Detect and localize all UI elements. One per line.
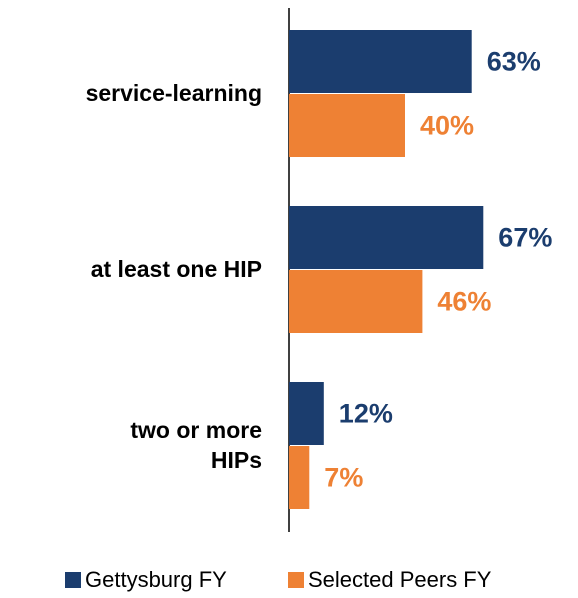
legend-swatch <box>288 572 304 588</box>
bar <box>289 382 324 445</box>
value-label: 7% <box>324 463 363 493</box>
category-label: at least one HIP <box>90 256 262 282</box>
bar <box>289 94 405 157</box>
value-label: 12% <box>339 399 393 429</box>
value-label: 63% <box>487 47 541 77</box>
bar <box>289 206 484 269</box>
legend-swatch <box>65 572 81 588</box>
bar <box>289 270 423 333</box>
value-label: 40% <box>420 111 474 141</box>
value-label: 67% <box>498 223 552 253</box>
legend-label: Gettysburg FY <box>85 567 227 592</box>
category-label: service-learning <box>85 80 262 106</box>
bar <box>289 30 472 93</box>
category-label: two or more HIPs <box>130 417 262 473</box>
value-label: 46% <box>437 287 491 317</box>
bar <box>289 446 310 509</box>
legend-label: Selected Peers FY <box>308 567 492 592</box>
